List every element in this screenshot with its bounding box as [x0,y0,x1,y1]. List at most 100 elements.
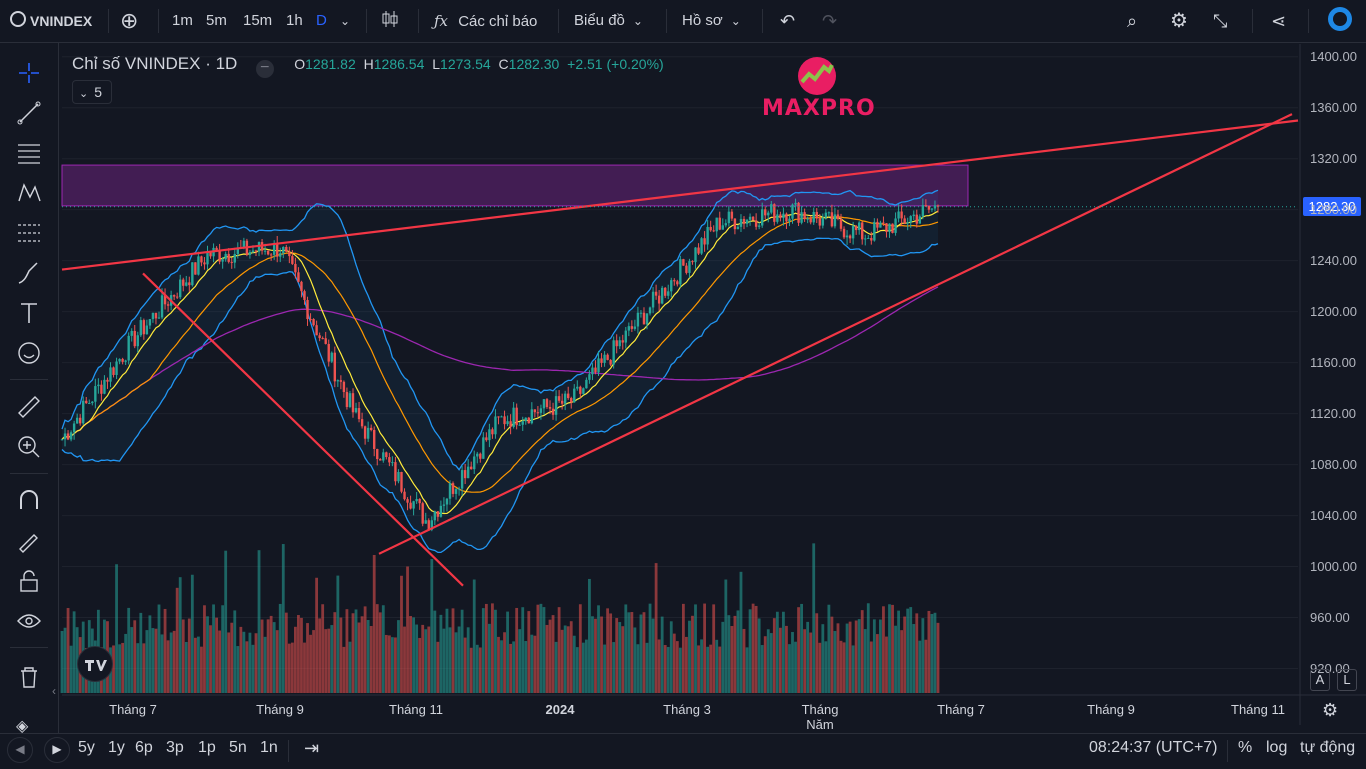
range-5n[interactable]: 5n [229,739,247,756]
clock-timezone[interactable]: 08:24:37 (UTC+7) [1089,739,1218,756]
volume-bar [882,606,885,693]
fullscreen-icon[interactable]: ⤡ [1213,11,1228,31]
interval-15m[interactable]: 15m [243,12,273,29]
legend-menu-icon[interactable]: − [255,60,274,78]
candle-body [445,498,449,505]
indicators-toggle[interactable]: ⌄ 5 [72,80,112,104]
candle-body [436,511,440,517]
volume-bar [284,612,288,693]
volume-bar [397,620,400,693]
goto-date-icon[interactable]: ⇥ [304,738,320,758]
scroll-left-icon[interactable]: ◀ [7,737,33,763]
volume-bar [560,629,564,693]
percent-scale-button[interactable]: % [1238,739,1253,756]
tradingview-logo-icon[interactable] [77,646,113,682]
interval-5m[interactable]: 5m [206,12,227,29]
interval-d[interactable]: D [316,12,327,29]
candle-body [179,279,182,298]
candle-body [488,429,491,441]
candles-icon[interactable] [380,0,400,42]
volume-bar [709,644,713,693]
app-logo-icon[interactable] [1328,0,1352,42]
volume-bar [633,627,637,693]
interval-1h[interactable]: 1h [286,12,303,29]
range-1y[interactable]: 1y [108,739,125,756]
magnet-icon[interactable] [15,487,43,515]
lock-drawing-icon[interactable] [15,527,43,555]
volume-bar [803,629,807,693]
price-tick-label: 1280.00 [1310,201,1357,217]
volume-bar [184,641,188,693]
volume-bar [290,642,294,693]
candle-body [512,407,515,427]
chevron-down-icon[interactable]: ⌄ [340,14,351,28]
volume-bar [642,612,646,693]
log-scale-button[interactable]: L [1337,669,1357,691]
lock-icon[interactable] [15,567,43,595]
interval-1m[interactable]: 1m [172,12,193,29]
chart-settings-gear-icon[interactable]: ⚙ [1322,700,1339,720]
candle-body [612,340,615,365]
volume-bar [230,622,234,693]
volume-bar [594,618,597,693]
range-6p[interactable]: 6p [135,739,153,756]
pattern-tool-icon[interactable] [15,179,43,207]
volume-bar [315,577,319,693]
price-tick-label: 1200.00 [1310,303,1357,319]
undo-icon[interactable]: ↶ [780,11,796,31]
auto-scale-button[interactable]: A [1310,669,1330,691]
layout-button[interactable]: Hồ sơ ⌄ [682,12,741,29]
eye-icon[interactable] [15,607,43,635]
trash-icon[interactable] [15,663,43,691]
candle-body [191,262,194,286]
volume-bar [521,607,525,693]
candle-body [100,384,103,394]
volume-bar [569,621,573,693]
candle-body [494,416,497,435]
log-button[interactable]: log [1266,739,1288,756]
volume-bar [66,608,70,693]
range-3p[interactable]: 3p [166,739,184,756]
range-5y[interactable]: 5y [78,739,95,756]
indicators-button[interactable]: ƒx Các chỉ báo [434,12,538,30]
text-tool-icon[interactable] [15,299,43,327]
candle-body [109,367,112,382]
fib-retracement-icon[interactable] [15,139,43,167]
layers-icon[interactable]: ◈ [16,718,29,735]
volume-bar [715,639,719,693]
quick-search-icon[interactable]: ⌕ [1127,11,1138,31]
emoji-icon[interactable] [15,339,43,367]
scroll-right-icon[interactable]: ▶ [44,737,70,763]
settings-gear-icon[interactable]: ⚙ [1170,10,1188,32]
chart-type-button[interactable]: Biểu đồ ⌄ [574,12,643,29]
volume-bar [178,577,182,693]
candle-body [94,386,97,402]
volume-bar [924,639,928,693]
symbol-search[interactable]: VNINDEX [10,0,92,42]
candle-body [288,251,291,257]
candle-body [485,437,488,441]
redo-icon[interactable]: ↷ [822,11,838,31]
candle-body [373,430,376,449]
trendline-tool-icon[interactable] [15,99,43,127]
volume-bar [794,641,797,693]
auto-button[interactable]: tự động [1300,739,1356,756]
candle-body [800,212,803,223]
share-icon[interactable]: ⋖ [1271,11,1287,31]
forecast-tool-icon[interactable] [15,219,43,247]
brush-icon[interactable] [15,259,43,287]
range-1n[interactable]: 1n [260,739,278,756]
zoom-in-icon[interactable] [15,433,43,461]
candle-body [312,319,315,326]
crosshair-icon[interactable] [15,59,43,87]
ruler-icon[interactable] [15,393,43,421]
candle-body [63,433,67,440]
candle-body [188,282,191,286]
range-1p[interactable]: 1p [198,739,216,756]
legend-title[interactable]: Chỉ số VNINDEX · 1D [72,54,238,73]
compare-add-icon[interactable]: ⊕ [120,8,139,33]
candle-body [836,214,840,219]
collapse-toolbar-icon[interactable]: ‹ [52,684,56,698]
chevron-down-icon: ⌄ [79,88,89,100]
